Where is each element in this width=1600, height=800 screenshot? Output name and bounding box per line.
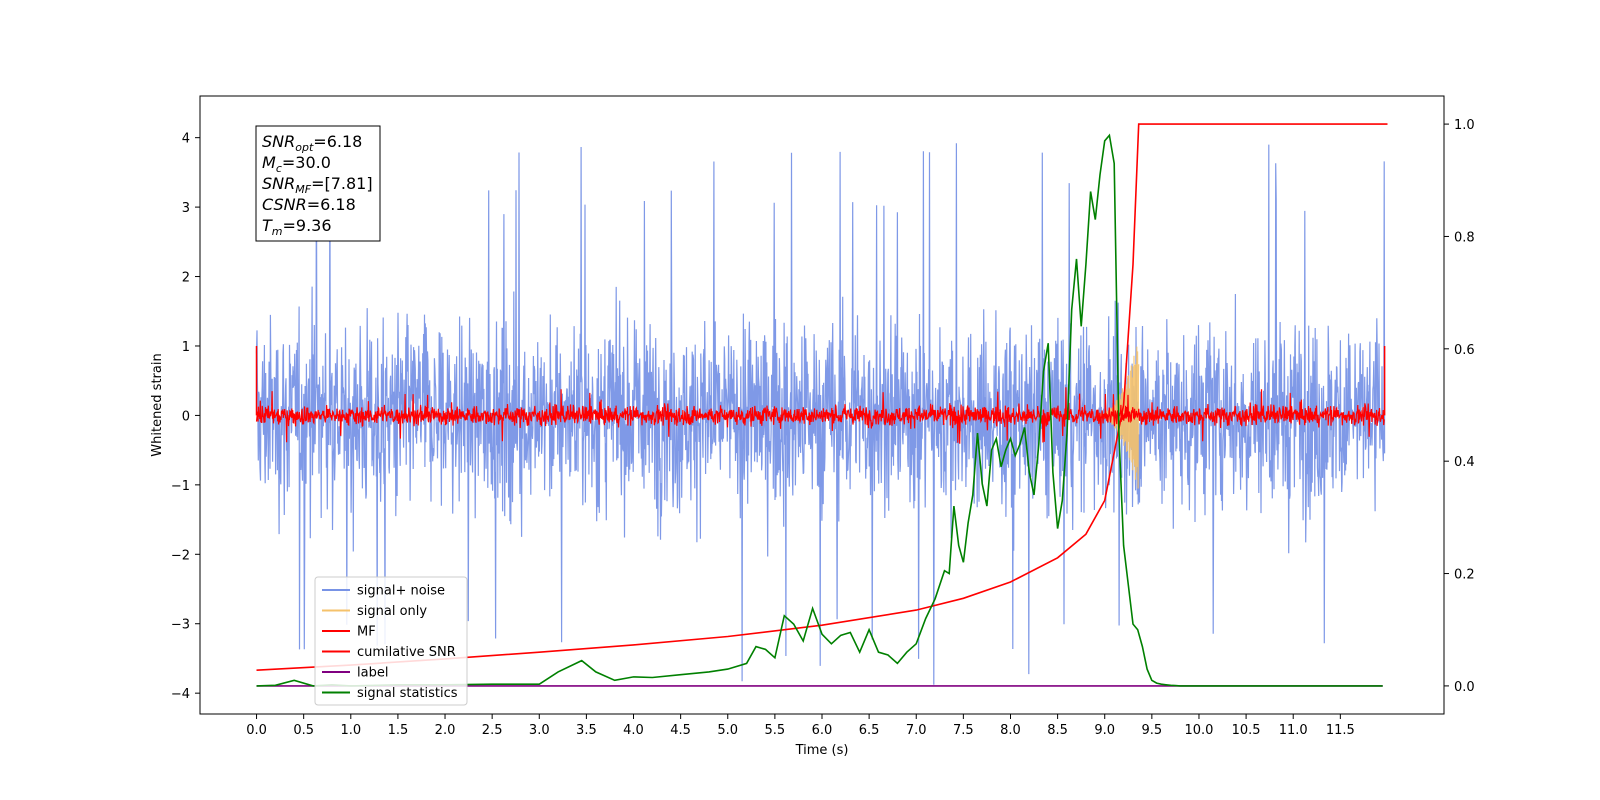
x-tick-label: 5.0 <box>717 723 738 738</box>
x-tick-label: 9.5 <box>1142 723 1163 738</box>
annotation-frame <box>255 125 381 242</box>
annotation-quantity: M <box>262 153 276 172</box>
series-mf-line <box>255 387 1385 444</box>
x-tick-label: 7.5 <box>953 723 974 738</box>
y-left-tick-label: −1 <box>171 479 190 494</box>
y-right-tick-label: 0.4 <box>1454 455 1475 470</box>
x-tick-label: 2.0 <box>435 723 456 738</box>
x-tick-label: 1.0 <box>340 723 361 738</box>
x-axis-label: Time (s) <box>795 743 849 758</box>
annotation-subscript: opt <box>295 141 314 154</box>
annotation-subscript: c <box>276 162 282 175</box>
annotation-line: Mc=30.0 <box>262 153 331 175</box>
series-signal-statistics-line <box>256 133 1383 687</box>
x-tick-label: 3.0 <box>529 723 550 738</box>
y-axis-label: Whitened strain <box>150 353 165 456</box>
legend-label: cumilative SNR <box>357 645 456 660</box>
x-tick-label: 0.0 <box>246 723 267 738</box>
legend-label: signal statistics <box>357 686 458 701</box>
legend-label: signal only <box>357 604 427 619</box>
annotation-value: =[7.81] <box>311 174 373 193</box>
annotation-value: =30.0 <box>282 153 331 172</box>
x-tick-label: 7.0 <box>906 723 927 738</box>
y-left-tick-label: 0 <box>182 409 190 424</box>
series-signal-noise-line <box>255 140 1386 685</box>
y-left-tick-label: 1 <box>182 340 190 355</box>
y-right-tick-label: 0.6 <box>1454 343 1475 358</box>
y-left-tick-label: −2 <box>171 548 190 563</box>
annotation-subscript: MF <box>295 183 311 196</box>
x-tick-label: 1.5 <box>388 723 409 738</box>
x-tick-label: 4.0 <box>623 723 644 738</box>
legend-label: label <box>357 666 388 681</box>
y-left-tick-label: −3 <box>171 618 190 633</box>
annotation-line: CSNR=6.18 <box>262 195 356 214</box>
x-tick-label: 10.0 <box>1184 723 1213 738</box>
y-right-tick-label: 0.8 <box>1454 230 1475 245</box>
y-right-tick-label: 0.0 <box>1454 680 1475 695</box>
annotation-value: =6.18 <box>307 195 356 214</box>
series-cumulative-snr-line <box>256 123 1388 671</box>
legend-label: MF <box>357 625 376 640</box>
x-tick-label: 3.5 <box>576 723 597 738</box>
stats-annotation-box: SNRopt=6.18Mc=30.0SNRMF=[7.81]CSNR=6.18T… <box>255 125 381 242</box>
x-tick-label: 8.0 <box>1000 723 1021 738</box>
y-left-tick-label: −4 <box>171 687 190 702</box>
y-left-tick-label: 2 <box>182 271 190 286</box>
x-tick-label: 6.0 <box>812 723 833 738</box>
y-right-tick-label: 0.2 <box>1454 568 1475 583</box>
x-tick-label: 5.5 <box>765 723 786 738</box>
annotation-line: SNRopt=6.18 <box>262 132 362 154</box>
x-tick-label: 10.5 <box>1232 723 1261 738</box>
x-tick-label: 11.0 <box>1279 723 1308 738</box>
x-tick-label: 6.5 <box>859 723 880 738</box>
annotation-value: =9.36 <box>283 216 332 235</box>
y-left-tick-label: 3 <box>182 201 190 216</box>
annotation-line: Tm=9.36 <box>262 216 332 238</box>
y-left-tick-label: 4 <box>182 132 190 147</box>
annotation-line: SNRMF=[7.81] <box>262 174 373 196</box>
legend-label: signal+ noise <box>357 584 445 599</box>
y-right-tick-label: 1.0 <box>1454 118 1475 133</box>
x-tick-label: 4.5 <box>670 723 691 738</box>
legend: signal+ noise signal only MF cumilative SNR… <box>314 576 468 706</box>
annotation-value: =6.18 <box>313 132 362 151</box>
x-tick-label: 0.5 <box>293 723 314 738</box>
annotation-quantity: CSNR <box>262 195 307 214</box>
annotation-quantity: SNR <box>262 174 295 193</box>
x-tick-label: 2.5 <box>482 723 503 738</box>
annotation-quantity: SNR <box>262 132 295 151</box>
x-tick-label: 9.0 <box>1094 723 1115 738</box>
x-tick-label: 8.5 <box>1047 723 1068 738</box>
legend-frame <box>314 576 468 706</box>
x-tick-label: 11.5 <box>1326 723 1355 738</box>
annotation-subscript: m <box>272 225 283 238</box>
annotation-quantity: T <box>262 216 273 235</box>
